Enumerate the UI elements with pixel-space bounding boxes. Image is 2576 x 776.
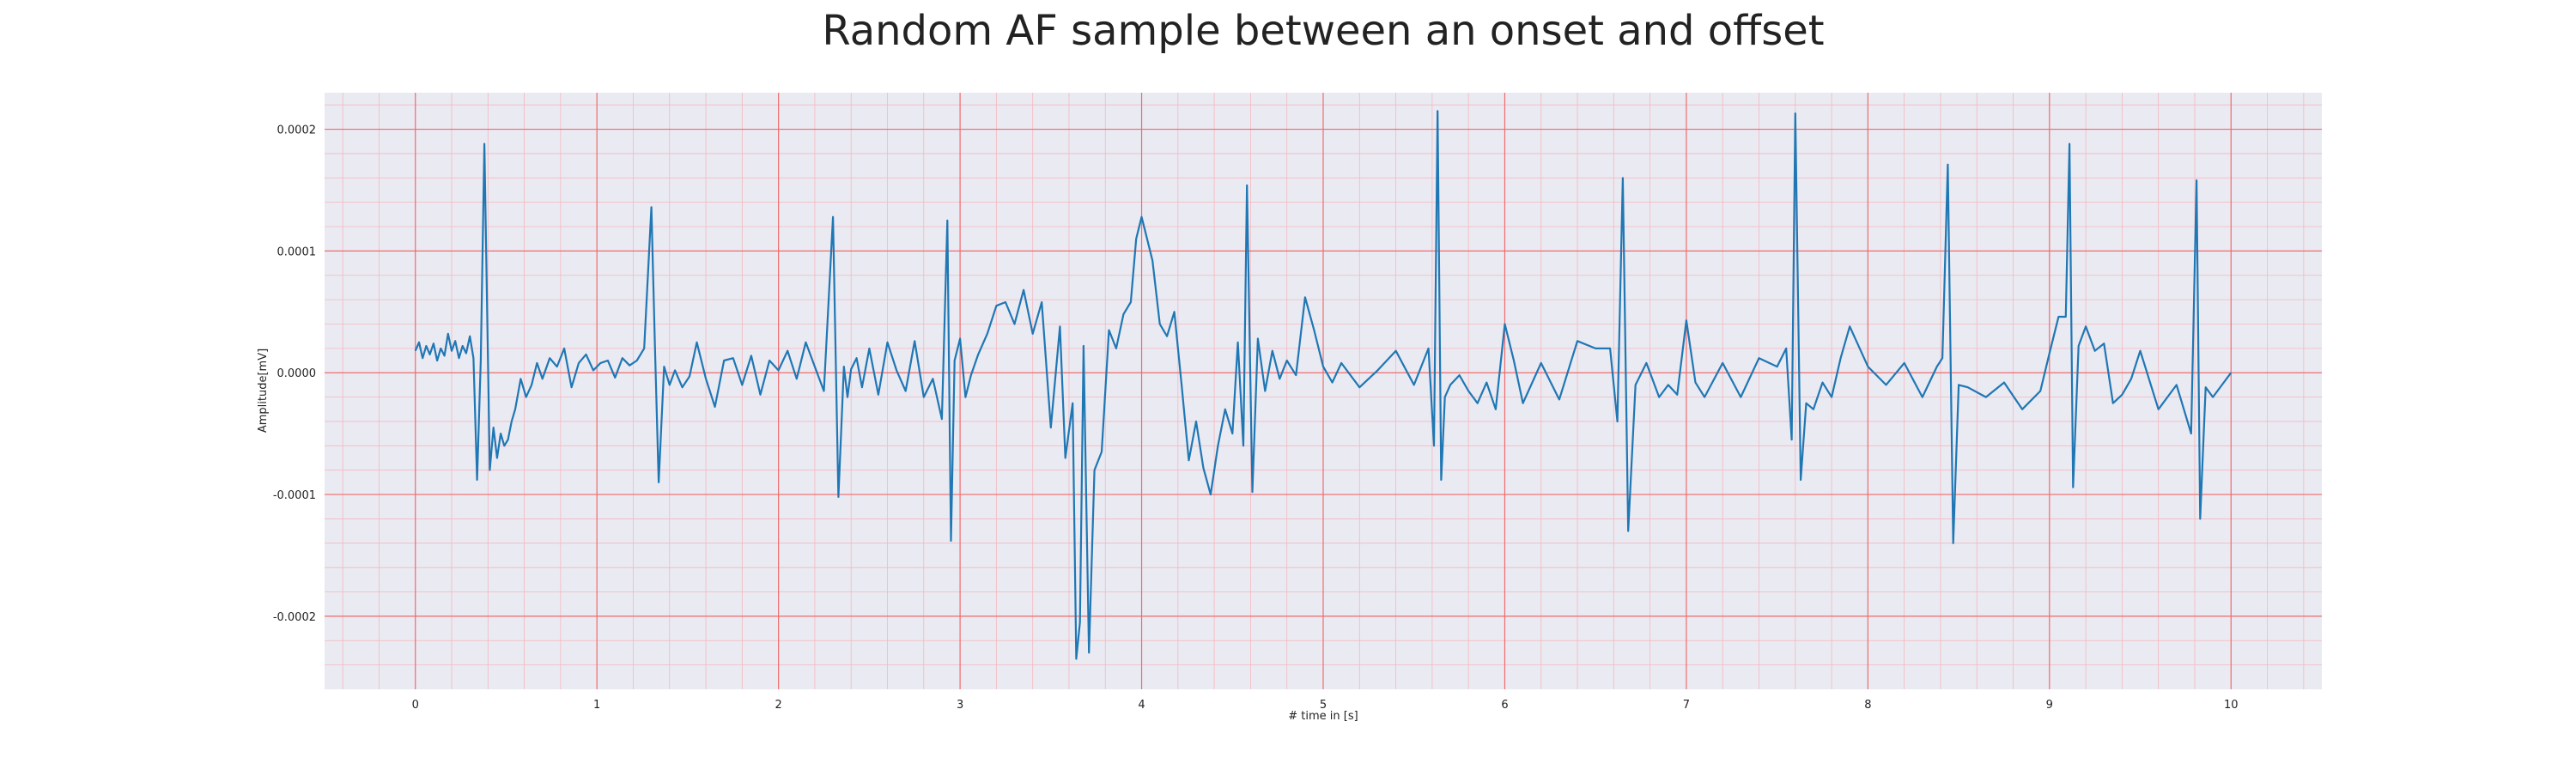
x-tick-label: 0	[412, 699, 419, 712]
x-tick-label: 1	[593, 699, 600, 712]
major-grid	[325, 93, 2322, 689]
series-line	[414, 110, 2233, 660]
x-tick-label: 4	[1138, 699, 1145, 712]
x-tick-label: 7	[1683, 699, 1690, 712]
x-tick-label: 9	[2046, 699, 2053, 712]
y-tick-label: -0.0002	[273, 611, 316, 624]
x-axis-label: # time in [s]	[1288, 710, 1358, 723]
series-layer	[414, 110, 2233, 660]
y-tick-label: 0.0002	[277, 124, 317, 137]
y-axis-label: Amplitude[mV]	[257, 349, 270, 433]
x-tick-label: 5	[1320, 699, 1327, 712]
y-tick-label: 0.0000	[277, 367, 317, 380]
y-tick-labels: -0.0002 -0.0001 0.0000 0.0001 0.0002	[273, 124, 316, 624]
x-tick-label: 10	[2224, 699, 2239, 712]
chart-title: Random AF sample between an onset and of…	[822, 7, 1824, 55]
x-tick-label: 6	[1501, 699, 1508, 712]
x-tick-label: 2	[775, 699, 781, 712]
x-tick-label: 3	[957, 699, 963, 712]
x-tick-labels: 0 1 2 3 4 5 6 7 8 9 10	[412, 699, 2239, 712]
x-tick-label: 8	[1864, 699, 1871, 712]
y-tick-label: -0.0001	[273, 489, 316, 502]
y-tick-label: 0.0001	[277, 246, 317, 258]
